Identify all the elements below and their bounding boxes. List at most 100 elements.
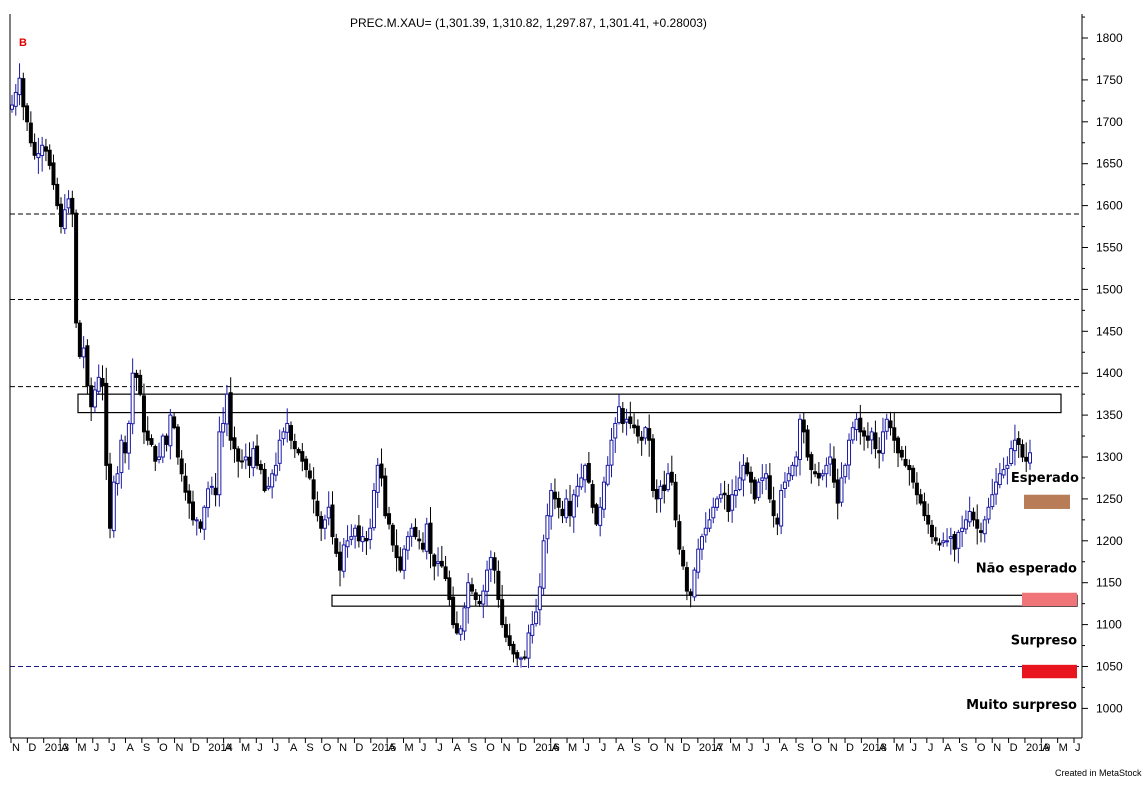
candle <box>571 489 576 533</box>
candle <box>379 448 384 487</box>
y-tick-label: 1450 <box>1096 324 1123 338</box>
y-tick-label: 1350 <box>1096 408 1123 422</box>
candle <box>794 451 799 477</box>
candle-body <box>360 536 365 543</box>
candle-body <box>956 531 961 549</box>
candle <box>956 529 961 564</box>
candle-body <box>590 484 595 508</box>
x-tick-label: N <box>830 742 838 754</box>
candle-body <box>519 657 523 660</box>
candle <box>420 532 425 553</box>
candle-body <box>1012 439 1017 452</box>
candle <box>767 463 772 503</box>
candle-body <box>534 611 539 625</box>
x-tick-label: A <box>552 742 560 754</box>
candle-body <box>639 436 644 441</box>
candle <box>402 545 407 580</box>
candle <box>289 421 294 450</box>
x-tick-label: D <box>355 742 363 754</box>
candle-body <box>813 471 818 475</box>
candle-body <box>134 372 139 378</box>
candle <box>590 480 595 514</box>
candle <box>726 483 731 522</box>
swatch-nao_esperado <box>1022 592 1077 607</box>
x-tick-label: S <box>470 742 477 754</box>
chart-title: PREC.M.XAU= (1,301.39, 1,310.82, 1,297.8… <box>350 16 707 30</box>
candle <box>911 465 916 489</box>
candle <box>194 517 199 536</box>
candle-body <box>179 458 184 475</box>
candle <box>387 506 392 530</box>
candle-body <box>239 460 244 463</box>
candle-body <box>771 500 776 517</box>
x-tick-label: O <box>650 742 659 754</box>
x-tick-label: A <box>715 742 723 754</box>
candle <box>462 602 467 641</box>
candle <box>349 524 354 546</box>
candle <box>477 594 482 607</box>
candle <box>183 463 188 501</box>
candle-body <box>164 435 169 445</box>
candle-body <box>628 416 633 424</box>
candle <box>526 624 531 669</box>
candle-body <box>300 451 305 462</box>
x-tick-label: S <box>633 742 640 754</box>
candle <box>247 442 252 478</box>
candle-body <box>850 427 855 441</box>
candle-body <box>492 557 497 571</box>
swatch-esperado <box>1024 494 1070 509</box>
candle-body <box>322 519 327 529</box>
candle-body <box>62 209 67 230</box>
candle <box>530 611 535 644</box>
candle-body <box>862 430 867 437</box>
candle <box>364 530 369 555</box>
annotation-label: Surpreso <box>1011 634 1077 649</box>
candle <box>601 476 606 519</box>
candle <box>383 467 388 519</box>
candle-body <box>194 519 199 522</box>
candle-body <box>119 439 124 474</box>
candle <box>232 426 237 463</box>
candle-body <box>307 470 312 479</box>
candle <box>722 480 727 510</box>
candle-body <box>824 464 829 475</box>
candle <box>371 483 376 531</box>
x-tick-label: D <box>1010 742 1018 754</box>
y-tick-label: 1800 <box>1096 31 1123 45</box>
candle <box>488 550 493 583</box>
candle-body <box>643 427 648 439</box>
candle <box>862 427 867 451</box>
candle <box>43 138 48 162</box>
x-tick-label: 2018 <box>862 742 886 754</box>
y-tick-label: 1700 <box>1096 115 1123 129</box>
candle <box>330 491 335 545</box>
candle <box>507 623 512 651</box>
candle-body <box>926 514 931 525</box>
candle-body <box>967 510 972 523</box>
candle <box>835 468 840 520</box>
candle-body <box>32 141 37 156</box>
candle <box>172 412 177 430</box>
candle-body <box>232 437 237 450</box>
candle-body <box>903 458 908 466</box>
candle <box>937 538 942 551</box>
candle-body <box>375 464 380 493</box>
candle-body <box>206 488 211 509</box>
candle-body <box>741 464 746 481</box>
candle <box>519 656 523 668</box>
candle <box>266 476 271 491</box>
candle-body <box>338 551 343 571</box>
candle-body <box>190 501 195 521</box>
candle <box>858 404 863 445</box>
x-tick-label: A <box>225 742 233 754</box>
candle-body <box>820 473 825 477</box>
candle-body <box>767 475 772 500</box>
candle <box>545 503 550 554</box>
x-tick-label: A <box>879 742 887 754</box>
candle <box>847 433 852 480</box>
candle-body <box>877 450 882 454</box>
candle-body <box>549 490 554 517</box>
candle <box>32 133 37 160</box>
candle <box>888 411 893 436</box>
candle <box>319 511 324 541</box>
